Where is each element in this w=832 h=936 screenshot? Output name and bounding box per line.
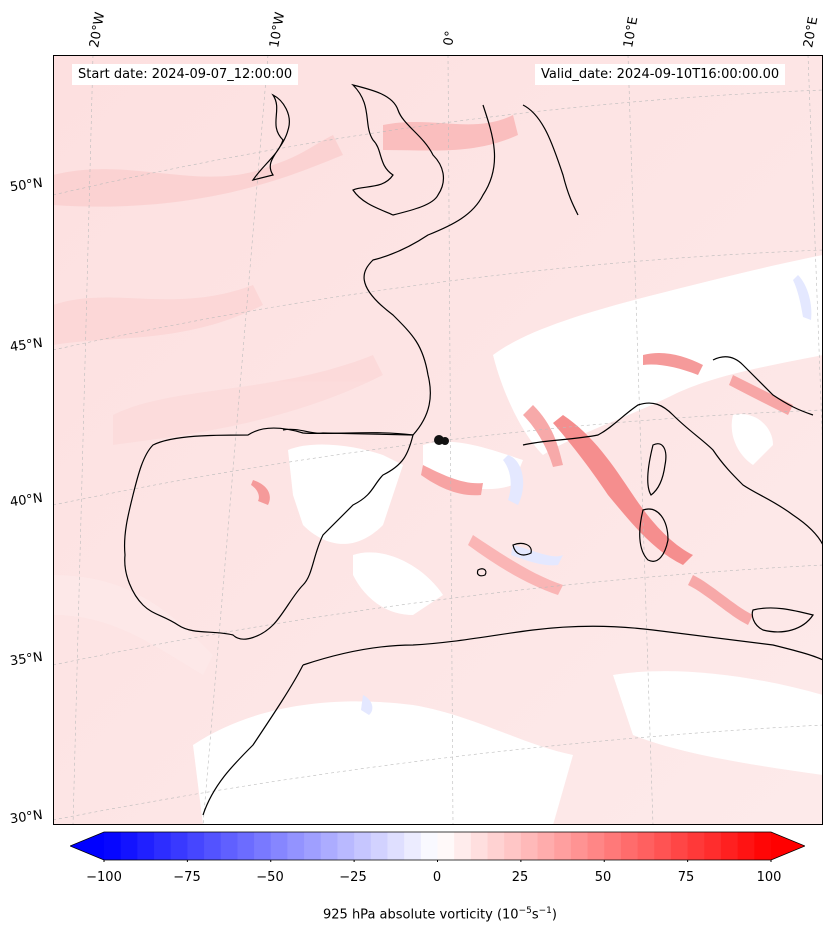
cbar-tick-50: 50	[594, 870, 612, 885]
colorbar-bin	[737, 832, 755, 860]
colorbar-label: 925 hPa absolute vorticity (10−5s−1)	[0, 906, 832, 922]
colorbar-label-exp2: −1	[538, 906, 552, 916]
colorbar-bin	[587, 832, 605, 860]
colorbar-bin	[254, 832, 272, 860]
lon-label-10e: 10°E	[621, 15, 642, 49]
cbar-tick-100: 100	[756, 870, 782, 885]
colorbar-bin	[137, 832, 155, 860]
colorbar-bin	[520, 832, 539, 860]
colorbar-bin	[487, 832, 505, 860]
colorbar-bin	[687, 832, 705, 860]
colorbar-bin	[720, 832, 739, 860]
lon-label-20e: 20°E	[801, 15, 822, 49]
map-frame	[53, 55, 823, 825]
colorbar-bin	[654, 832, 672, 860]
lat-label-35n: 35°N	[9, 649, 44, 670]
colorbar-bin	[404, 832, 422, 860]
colorbar-bin	[470, 832, 489, 860]
colorbar-bin	[104, 832, 122, 860]
cbar-tick-75: 75	[677, 870, 695, 885]
colorbar-bin	[304, 832, 322, 860]
colorbar-bin	[420, 832, 438, 860]
vorticity-map	[53, 55, 823, 825]
lat-label-30n: 30°N	[9, 807, 44, 828]
colorbar-label-text: 925 hPa absolute vorticity (10	[323, 907, 519, 923]
colorbar-bin	[204, 832, 222, 860]
colorbar-bin	[220, 832, 238, 860]
colorbar	[70, 831, 805, 862]
map-panel	[53, 55, 823, 825]
colorbar-bin	[454, 832, 472, 860]
lat-label-45n: 45°N	[9, 335, 44, 356]
colorbar-bin	[537, 832, 555, 860]
colorbar-bin	[287, 832, 305, 860]
negative-vorticity-areas	[361, 275, 812, 715]
lon-label-10w: 10°W	[267, 11, 289, 50]
lon-label-0: 0°	[441, 29, 459, 47]
colorbar-bin	[637, 832, 655, 860]
colorbar-bin	[237, 832, 255, 860]
positive-vorticity-streaks	[251, 353, 793, 625]
colorbar-bin	[387, 832, 405, 860]
colorbar-extend-max	[771, 832, 805, 860]
valid-date-label: Valid_date: 2024-09-10T16:00:00.00	[535, 64, 786, 85]
colorbar-bin	[354, 832, 372, 860]
cbar-tick-m75: −75	[173, 870, 201, 885]
cbar-tick-0: 0	[432, 870, 442, 885]
colorbar-bin	[570, 832, 589, 860]
colorbar-bin	[154, 832, 172, 860]
colorbar-bin	[437, 832, 455, 860]
cbar-tick-m100: −100	[86, 870, 122, 885]
cbar-tick-m50: −50	[256, 870, 284, 885]
colorbar-extend-min	[70, 832, 104, 860]
lon-label-20w: 20°W	[87, 11, 109, 50]
colorbar-bin	[270, 832, 288, 860]
colorbar-bin	[704, 832, 722, 860]
cbar-tick-m25: −25	[339, 870, 367, 885]
colorbar-label-mid: s	[531, 907, 539, 923]
lat-label-40n: 40°N	[9, 490, 44, 511]
atlantic-vorticity-bands	[53, 115, 518, 675]
cbar-tick-25: 25	[511, 870, 529, 885]
colorbar-bin	[187, 832, 205, 860]
colorbar-bin	[170, 832, 188, 860]
start-date-label: Start date: 2024-09-07_12:00:00	[72, 64, 299, 85]
colorbar-bin	[554, 832, 572, 860]
colorbar-bin	[370, 832, 388, 860]
colorbar-bin	[754, 832, 772, 860]
coastlines	[123, 83, 823, 816]
location-marker	[434, 435, 449, 445]
lat-label-50n: 50°N	[9, 175, 44, 196]
colorbar-label-exp1: −5	[518, 906, 532, 916]
colorbar-label-end: )	[551, 907, 557, 923]
colorbar-bin	[504, 832, 522, 860]
colorbar-bin	[120, 832, 138, 860]
colorbar-bin	[670, 832, 689, 860]
colorbar-bin	[604, 832, 622, 860]
colorbar-bin	[620, 832, 639, 860]
colorbar-bin	[337, 832, 355, 860]
colorbar-bin	[320, 832, 338, 860]
